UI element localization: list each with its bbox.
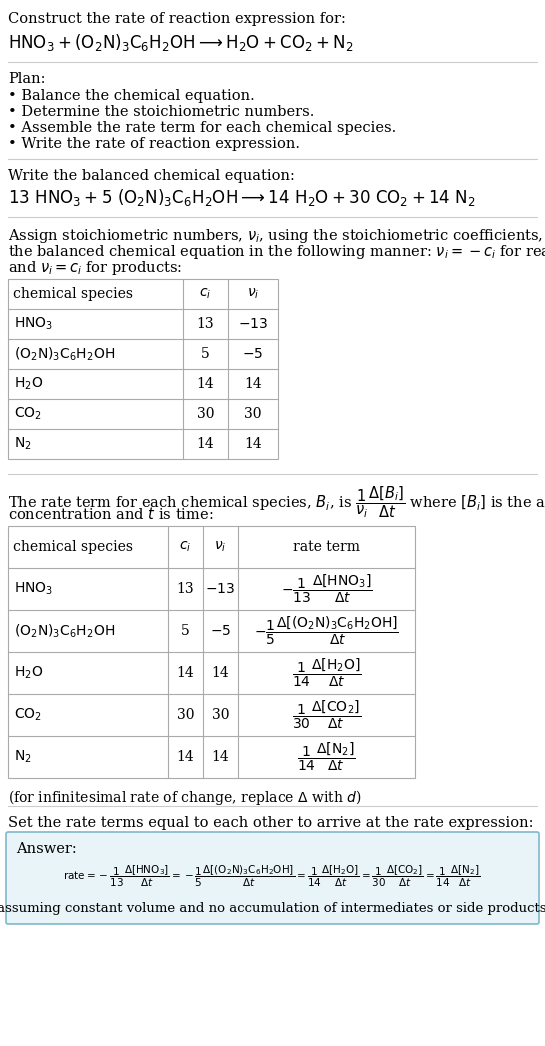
- Text: $\mathrm{H_2O}$: $\mathrm{H_2O}$: [14, 665, 43, 681]
- Text: $\dfrac{1}{14}\dfrac{\Delta[\mathrm{H_2O}]}{\Delta t}$: $\dfrac{1}{14}\dfrac{\Delta[\mathrm{H_2O…: [292, 657, 361, 689]
- Text: the balanced chemical equation in the following manner: $\nu_i = -c_i$ for react: the balanced chemical equation in the fo…: [8, 243, 545, 262]
- Text: $-\dfrac{1}{13}\dfrac{\Delta[\mathrm{HNO_3}]}{\Delta t}$: $-\dfrac{1}{13}\dfrac{\Delta[\mathrm{HNO…: [281, 573, 372, 606]
- Text: $\nu_i$: $\nu_i$: [214, 540, 227, 554]
- Text: $\mathrm{(O_2N)_3C_6H_2OH}$: $\mathrm{(O_2N)_3C_6H_2OH}$: [14, 345, 115, 363]
- Text: $c_i$: $c_i$: [179, 540, 192, 554]
- Text: (assuming constant volume and no accumulation of intermediates or side products): (assuming constant volume and no accumul…: [0, 902, 545, 915]
- Text: $-13$: $-13$: [205, 582, 235, 596]
- Text: $-5$: $-5$: [210, 624, 231, 638]
- Text: 30: 30: [197, 407, 214, 420]
- Text: $\mathrm{HNO_3}$: $\mathrm{HNO_3}$: [14, 316, 53, 333]
- Text: $\mathrm{HNO_3}$: $\mathrm{HNO_3}$: [14, 581, 53, 597]
- Text: Write the balanced chemical equation:: Write the balanced chemical equation:: [8, 169, 295, 183]
- Text: $\mathrm{N_2}$: $\mathrm{N_2}$: [14, 436, 32, 452]
- Text: $c_i$: $c_i$: [199, 287, 211, 301]
- Text: chemical species: chemical species: [13, 540, 133, 554]
- Text: The rate term for each chemical species, $B_i$, is $\dfrac{1}{\nu_i}\dfrac{\Delt: The rate term for each chemical species,…: [8, 484, 545, 520]
- Text: Construct the rate of reaction expression for:: Construct the rate of reaction expressio…: [8, 12, 346, 26]
- Text: $\mathrm{CO_2}$: $\mathrm{CO_2}$: [14, 406, 42, 423]
- Text: • Write the rate of reaction expression.: • Write the rate of reaction expression.: [8, 137, 300, 151]
- Text: • Balance the chemical equation.: • Balance the chemical equation.: [8, 89, 255, 103]
- Text: • Assemble the rate term for each chemical species.: • Assemble the rate term for each chemic…: [8, 121, 396, 135]
- Text: rate term: rate term: [293, 540, 360, 554]
- Text: $\dfrac{1}{30}\dfrac{\Delta[\mathrm{CO_2}]}{\Delta t}$: $\dfrac{1}{30}\dfrac{\Delta[\mathrm{CO_2…: [292, 699, 361, 731]
- Text: 14: 14: [177, 666, 195, 680]
- Text: $-5$: $-5$: [243, 347, 264, 361]
- Text: $13\ \mathrm{HNO_3} + 5\ \mathrm{(O_2N)_3C_6H_2OH} \longrightarrow 14\ \mathrm{H: $13\ \mathrm{HNO_3} + 5\ \mathrm{(O_2N)_…: [8, 187, 476, 208]
- Text: 5: 5: [201, 347, 210, 361]
- Text: 30: 30: [212, 708, 229, 722]
- Text: Answer:: Answer:: [16, 842, 77, 856]
- Bar: [8, 526, 415, 778]
- Text: 14: 14: [211, 666, 229, 680]
- Text: 30: 30: [177, 708, 194, 722]
- Text: 13: 13: [177, 582, 195, 596]
- Text: $\mathrm{HNO_3} + \mathrm{(O_2N)_3C_6H_2OH} \longrightarrow \mathrm{H_2O} + \mat: $\mathrm{HNO_3} + \mathrm{(O_2N)_3C_6H_2…: [8, 32, 354, 53]
- Bar: [8, 279, 278, 459]
- Text: 14: 14: [197, 377, 214, 391]
- Text: 14: 14: [244, 437, 262, 451]
- Text: $\mathrm{N_2}$: $\mathrm{N_2}$: [14, 749, 32, 766]
- Text: Plan:: Plan:: [8, 72, 45, 86]
- Text: 5: 5: [181, 624, 190, 638]
- Text: $-\dfrac{1}{5}\dfrac{\Delta[\mathrm{(O_2N)_3C_6H_2OH}]}{\Delta t}$: $-\dfrac{1}{5}\dfrac{\Delta[\mathrm{(O_2…: [254, 615, 399, 647]
- Text: $\mathrm{(O_2N)_3C_6H_2OH}$: $\mathrm{(O_2N)_3C_6H_2OH}$: [14, 622, 115, 640]
- Text: • Determine the stoichiometric numbers.: • Determine the stoichiometric numbers.: [8, 105, 314, 119]
- Text: $\dfrac{1}{14}\dfrac{\Delta[\mathrm{N_2}]}{\Delta t}$: $\dfrac{1}{14}\dfrac{\Delta[\mathrm{N_2}…: [297, 741, 356, 773]
- Text: $\mathrm{CO_2}$: $\mathrm{CO_2}$: [14, 707, 42, 723]
- Text: 14: 14: [211, 750, 229, 764]
- FancyBboxPatch shape: [6, 832, 539, 924]
- Text: 13: 13: [197, 317, 214, 331]
- Text: Set the rate terms equal to each other to arrive at the rate expression:: Set the rate terms equal to each other t…: [8, 816, 534, 829]
- Text: $-13$: $-13$: [238, 317, 268, 331]
- Text: concentration and $t$ is time:: concentration and $t$ is time:: [8, 506, 214, 522]
- Text: (for infinitesimal rate of change, replace $\Delta$ with $d$): (for infinitesimal rate of change, repla…: [8, 788, 362, 808]
- Text: 14: 14: [177, 750, 195, 764]
- Text: 14: 14: [244, 377, 262, 391]
- Text: 30: 30: [244, 407, 262, 420]
- Text: Assign stoichiometric numbers, $\nu_i$, using the stoichiometric coefficients, $: Assign stoichiometric numbers, $\nu_i$, …: [8, 227, 545, 245]
- Text: chemical species: chemical species: [13, 287, 133, 301]
- Text: and $\nu_i = c_i$ for products:: and $\nu_i = c_i$ for products:: [8, 259, 182, 277]
- Text: 14: 14: [197, 437, 214, 451]
- Text: $\mathrm{H_2O}$: $\mathrm{H_2O}$: [14, 376, 43, 392]
- Text: $\mathrm{rate} = -\dfrac{1}{13}\dfrac{\Delta[\mathrm{HNO_3}]}{\Delta t} = -\dfra: $\mathrm{rate} = -\dfrac{1}{13}\dfrac{\D…: [63, 864, 481, 889]
- Text: $\nu_i$: $\nu_i$: [247, 287, 259, 301]
